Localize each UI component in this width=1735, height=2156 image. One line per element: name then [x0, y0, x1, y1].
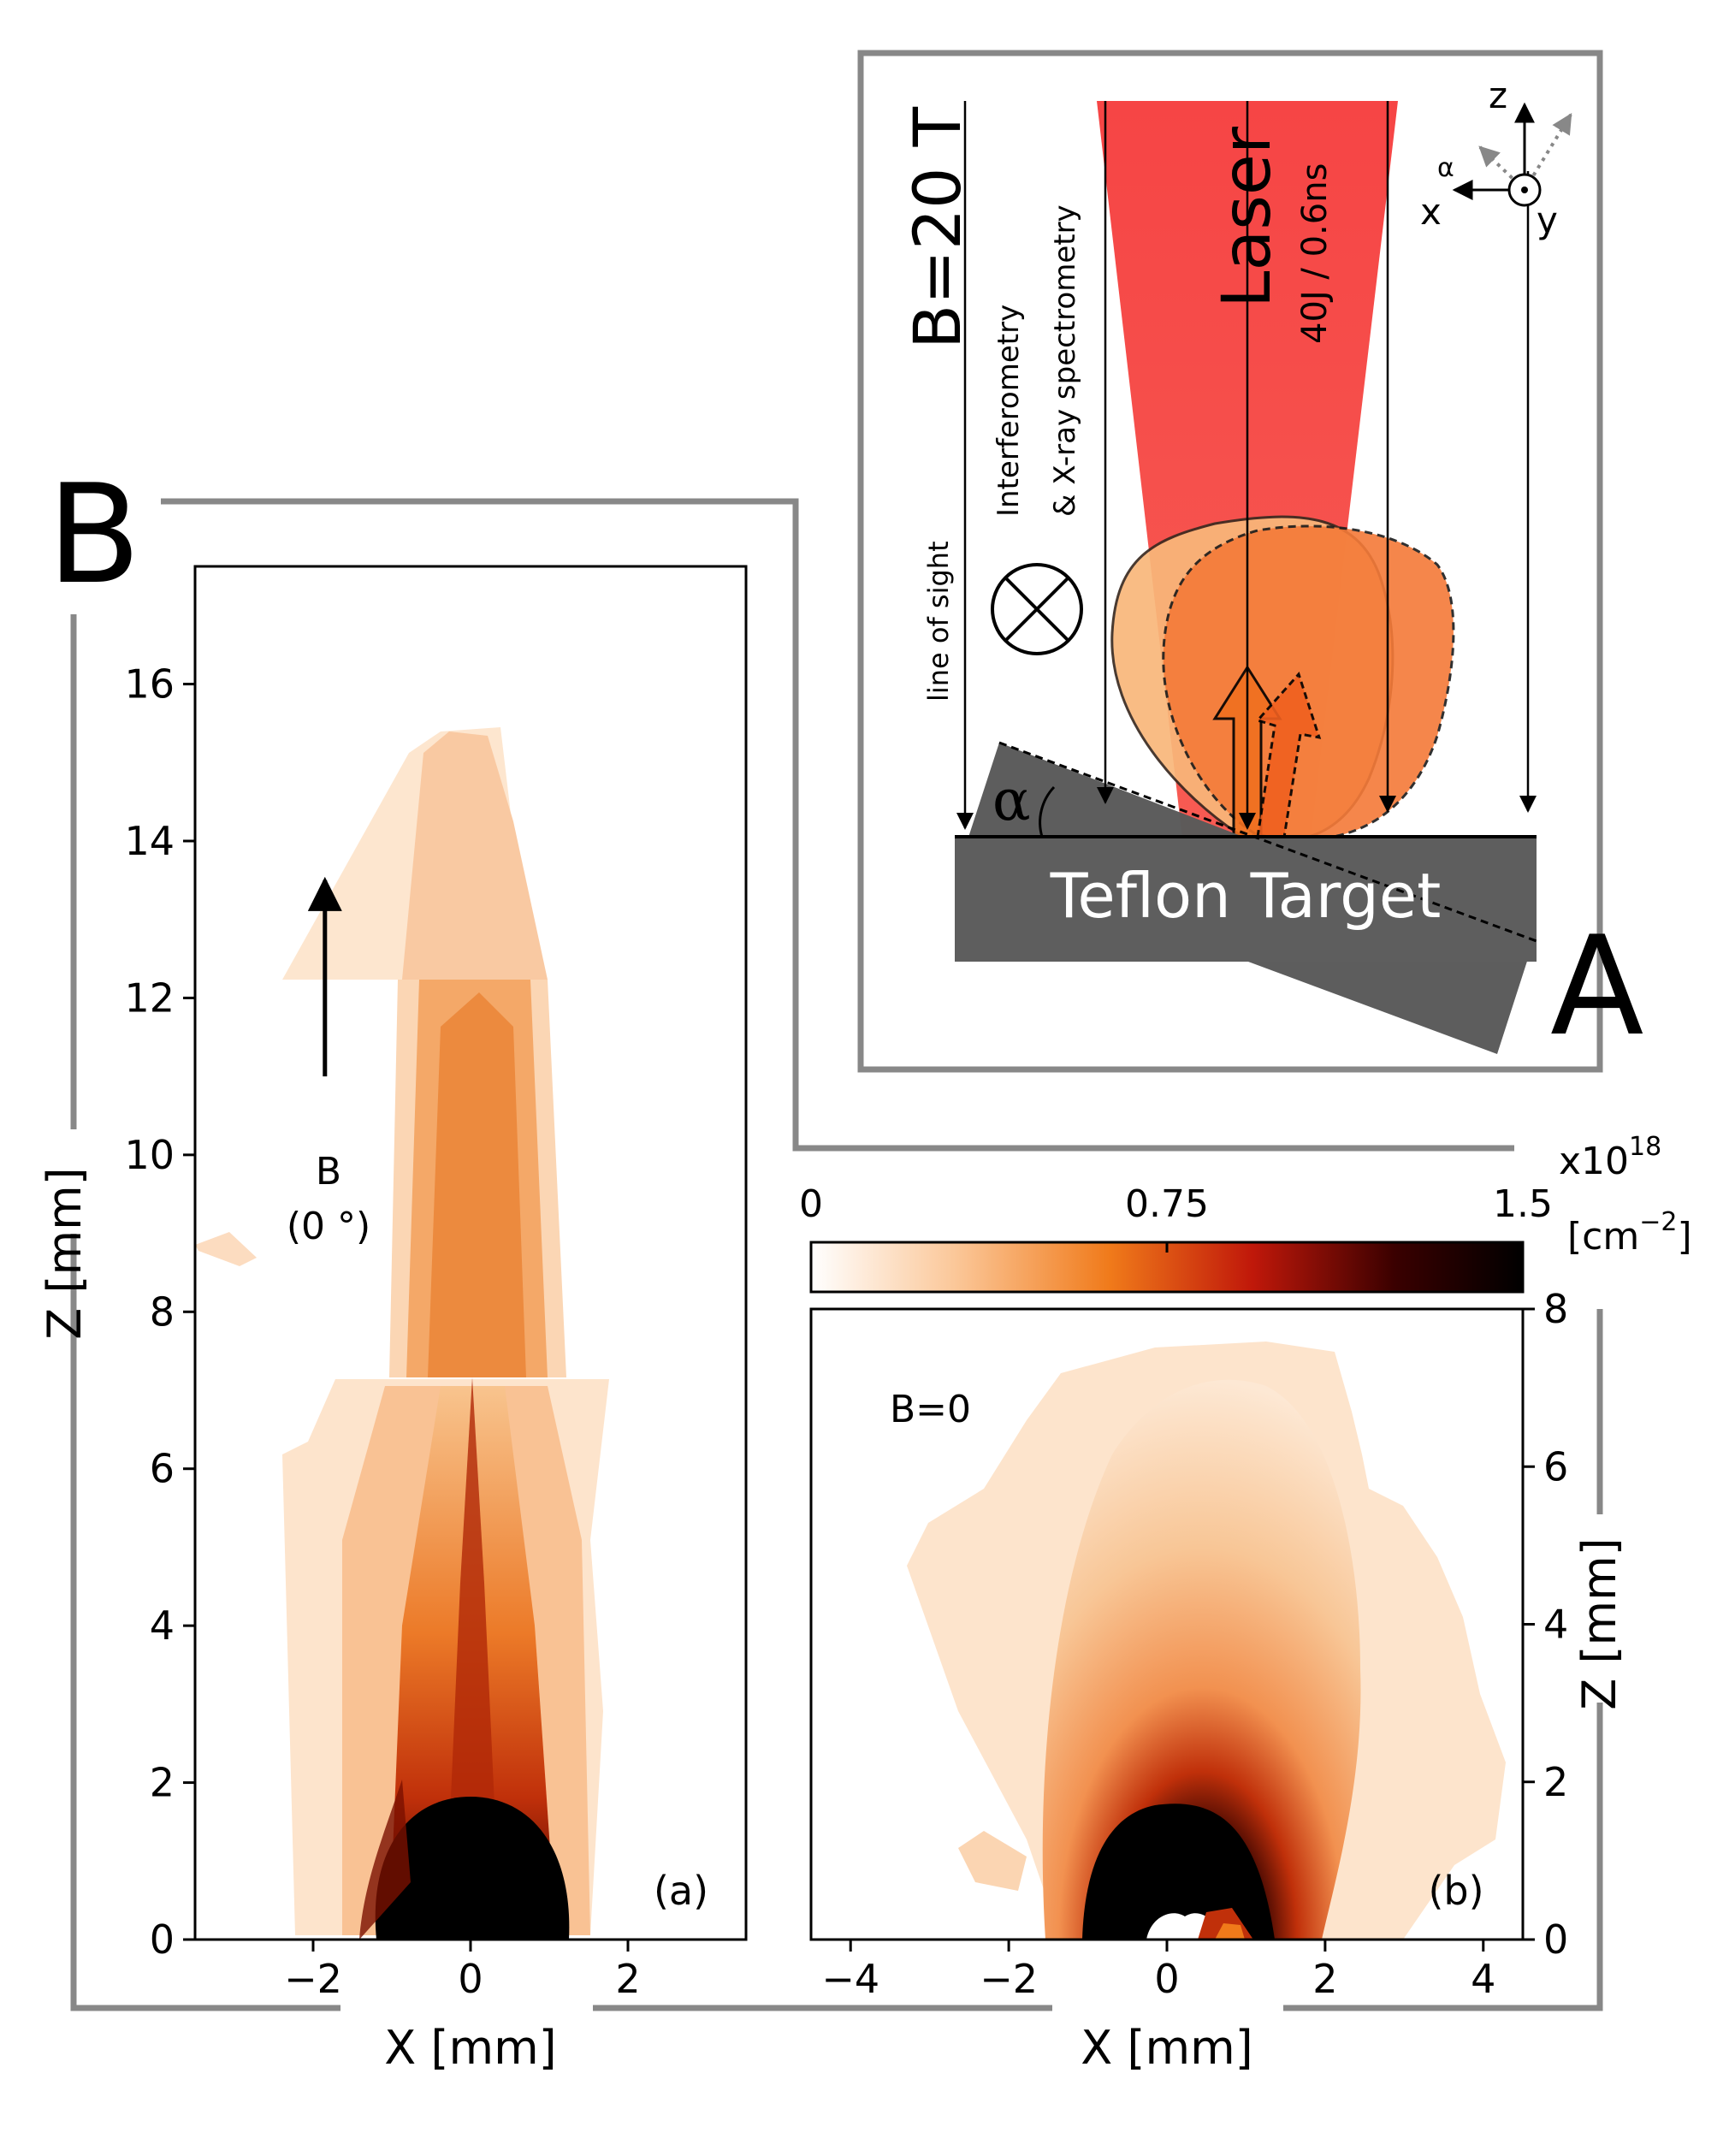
heatmap-a — [195, 727, 609, 1940]
field-strength-label: B=20 T — [899, 106, 975, 349]
panel-letter-a: A — [1550, 906, 1643, 1066]
a-ytick-label: 4 — [150, 1602, 175, 1649]
frame-lines — [70, 50, 1603, 2011]
b-xtick-label: 0 — [1154, 1956, 1179, 2002]
xlabel-b: X [mm] — [1081, 2021, 1253, 2075]
colorbar-tick-2: 1.5 — [1493, 1182, 1553, 1226]
b-xtick-label: −2 — [980, 1956, 1038, 2002]
b-ytick-label: 4 — [1543, 1602, 1568, 1648]
heatmap-b — [907, 1342, 1506, 1940]
inset-b-label: B — [316, 1150, 341, 1194]
tilted-expansion-arrow — [1255, 672, 1322, 844]
colorbar-exponent: x1018 — [1559, 1132, 1661, 1183]
a-ytick-label: 14 — [124, 818, 175, 864]
diagnostic-label-1: Interferometry — [992, 305, 1026, 517]
colorbar: 0 0.75 1.5 x1018 [cm−2] — [799, 1132, 1692, 1294]
ticks-a: −2 0 2 0 2 4 6 8 10 12 14 16 — [124, 661, 640, 2002]
colorbar-tick-1: 0.75 — [1125, 1182, 1209, 1226]
tilted-target-edge — [998, 741, 1537, 943]
a-xtick-label: 2 — [615, 1956, 640, 2002]
angle-arc — [1039, 785, 1056, 838]
laser-label: Laser — [1209, 126, 1286, 308]
field-lines — [956, 101, 1537, 830]
a-ytick-label: 16 — [124, 661, 175, 708]
a-ytick-label: 6 — [150, 1446, 175, 1492]
colorbar-unit: [cm−2] — [1567, 1207, 1692, 1259]
colorbar-exponent-power: 18 — [1629, 1132, 1661, 1162]
b-xtick-label: −4 — [821, 1956, 879, 2002]
a-ytick-label: 10 — [124, 1132, 175, 1178]
colorbar-unit-power: −2 — [1639, 1207, 1677, 1237]
b-xtick-label: 2 — [1312, 1956, 1337, 2002]
a-ytick-label: 2 — [150, 1760, 175, 1806]
angle-symbol: α — [992, 767, 1031, 833]
ylabel-a: Z [mm] — [38, 1167, 92, 1340]
a-ytick-label: 0 — [150, 1916, 175, 1963]
colorbar-tick-0: 0 — [799, 1182, 823, 1226]
panel-letter-b: B — [47, 454, 141, 614]
a-xtick-label: −2 — [284, 1956, 342, 2002]
axis-alpha-label: α — [1437, 153, 1454, 183]
inset-angle-label: (0 °) — [287, 1205, 370, 1248]
b-xtick-label: 4 — [1471, 1956, 1495, 2002]
colorbar-unit-close: ] — [1677, 1215, 1691, 1259]
axis-x-label: x — [1420, 191, 1442, 233]
laser-spec-label: 40J / 0.6ns — [1295, 163, 1335, 344]
xlabel-a: X [mm] — [384, 2021, 557, 2075]
a-xtick-label: 0 — [458, 1956, 483, 2002]
line-of-sight-label: line of sight — [922, 541, 955, 702]
panel-tag-a: (a) — [654, 1868, 708, 1914]
a-ytick-label: 12 — [124, 974, 175, 1021]
b-ytick-label: 8 — [1543, 1286, 1568, 1332]
axes-icon: z x y α — [1420, 74, 1572, 241]
axis-z-label: z — [1489, 74, 1507, 116]
b-ytick-label: 6 — [1543, 1443, 1568, 1490]
colorbar-unit-base: [cm — [1567, 1215, 1639, 1259]
target-label: Teflon Target — [1050, 860, 1442, 932]
schematic: Teflon Target α B=20 T line of sight Int… — [899, 74, 1572, 1054]
b-ytick-label: 2 — [1543, 1759, 1568, 1805]
axis-y-label: y — [1537, 199, 1558, 241]
ticks-b: −4 −2 0 2 4 0 2 4 6 8 — [821, 1286, 1568, 2002]
b-ytick-label: 0 — [1543, 1916, 1568, 1963]
colorbar-gradient — [809, 1241, 1525, 1294]
panel-tag-b: (b) — [1428, 1868, 1483, 1914]
line-of-sight-icon — [991, 563, 1083, 655]
a-ytick-label: 8 — [150, 1288, 175, 1335]
ylabel-b: Z [mm] — [1572, 1537, 1626, 1710]
diagnostic-label-2: & X-ray spectrometry — [1048, 204, 1082, 517]
teflon-target — [955, 837, 1537, 962]
colorbar-exponent-base: x10 — [1559, 1140, 1629, 1183]
inset-b0-label: B=0 — [890, 1388, 971, 1431]
